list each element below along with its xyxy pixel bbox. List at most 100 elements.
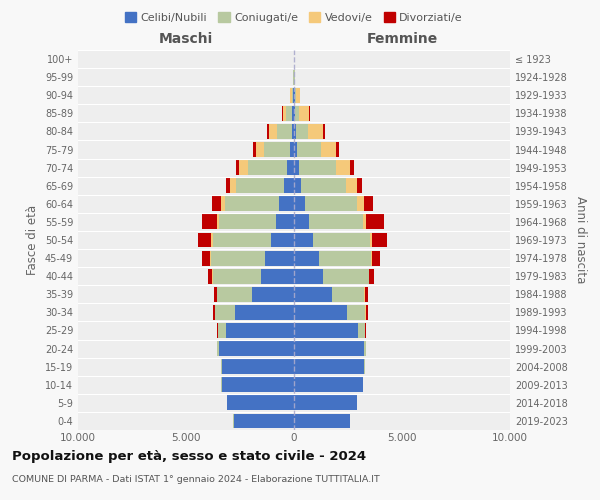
Bar xyxy=(365,287,368,302)
Bar xyxy=(220,214,275,230)
Bar xyxy=(292,106,294,121)
Bar xyxy=(235,305,294,320)
Bar xyxy=(253,142,256,157)
Bar xyxy=(217,323,218,338)
Bar xyxy=(221,359,294,374)
Bar xyxy=(294,414,350,428)
Bar xyxy=(294,106,295,121)
Bar xyxy=(294,396,356,410)
Bar xyxy=(236,178,284,193)
Bar xyxy=(218,323,226,338)
Bar xyxy=(367,214,383,230)
Bar xyxy=(290,142,294,157)
Y-axis label: Anni di nascita: Anni di nascita xyxy=(574,196,587,284)
Bar xyxy=(368,269,370,283)
Legend: Celibi/Nubili, Coniugati/e, Vedovi/e, Divorziati/e: Celibi/Nubili, Coniugati/e, Vedovi/e, Di… xyxy=(121,8,467,28)
Bar xyxy=(347,305,365,320)
Bar xyxy=(305,196,357,211)
Bar xyxy=(294,196,305,211)
Bar xyxy=(221,378,294,392)
Text: Popolazione per età, sesso e stato civile - 2024: Popolazione per età, sesso e stato civil… xyxy=(12,450,366,463)
Bar xyxy=(292,124,294,139)
Bar xyxy=(277,124,292,139)
Bar xyxy=(252,287,294,302)
Bar xyxy=(372,232,387,248)
Bar xyxy=(283,106,286,121)
Bar xyxy=(227,396,294,410)
Text: COMUNE DI PARMA - Dati ISTAT 1° gennaio 2024 - Elaborazione TUTTITALIA.IT: COMUNE DI PARMA - Dati ISTAT 1° gennaio … xyxy=(12,475,380,484)
Bar xyxy=(294,214,309,230)
Bar xyxy=(226,323,294,338)
Text: Maschi: Maschi xyxy=(159,32,213,46)
Bar xyxy=(239,160,248,175)
Bar xyxy=(294,124,296,139)
Bar xyxy=(309,214,363,230)
Bar xyxy=(233,414,294,428)
Bar xyxy=(294,160,299,175)
Bar xyxy=(290,88,292,102)
Bar xyxy=(202,250,210,266)
Bar xyxy=(264,142,290,157)
Bar xyxy=(358,323,365,338)
Bar xyxy=(217,341,220,356)
Bar xyxy=(292,88,293,102)
Bar xyxy=(346,178,357,193)
Bar xyxy=(296,124,308,139)
Bar xyxy=(213,232,271,248)
Bar xyxy=(213,305,215,320)
Bar xyxy=(335,142,339,157)
Bar xyxy=(226,178,230,193)
Bar xyxy=(295,106,299,121)
Bar xyxy=(313,232,370,248)
Bar xyxy=(256,142,264,157)
Bar xyxy=(217,287,252,302)
Bar xyxy=(335,160,350,175)
Bar xyxy=(230,178,236,193)
Bar xyxy=(284,178,294,193)
Bar xyxy=(323,124,325,139)
Bar xyxy=(363,214,367,230)
Bar xyxy=(214,287,217,302)
Bar xyxy=(370,269,374,283)
Bar xyxy=(294,341,364,356)
Bar xyxy=(226,196,280,211)
Bar xyxy=(372,250,380,266)
Bar xyxy=(210,250,211,266)
Bar xyxy=(208,269,212,283)
Bar xyxy=(294,142,297,157)
Bar xyxy=(297,142,320,157)
Bar xyxy=(294,250,319,266)
Bar xyxy=(294,88,295,102)
Bar xyxy=(212,196,221,211)
Bar xyxy=(265,250,294,266)
Bar xyxy=(267,124,269,139)
Bar xyxy=(221,196,226,211)
Bar xyxy=(364,341,366,356)
Bar xyxy=(319,250,371,266)
Bar xyxy=(296,88,299,102)
Bar xyxy=(364,196,373,211)
Bar xyxy=(286,106,292,121)
Bar xyxy=(275,214,294,230)
Bar xyxy=(295,88,296,102)
Bar xyxy=(308,124,323,139)
Bar xyxy=(294,359,364,374)
Bar xyxy=(320,142,335,157)
Bar xyxy=(357,196,364,211)
Bar xyxy=(248,160,287,175)
Bar xyxy=(299,160,335,175)
Bar xyxy=(220,341,294,356)
Bar xyxy=(370,232,372,248)
Bar xyxy=(357,178,362,193)
Bar xyxy=(287,160,294,175)
Bar xyxy=(294,378,363,392)
Bar xyxy=(323,269,368,283)
Bar xyxy=(294,232,313,248)
Bar xyxy=(271,232,294,248)
Bar xyxy=(211,232,213,248)
Bar xyxy=(281,106,283,121)
Bar xyxy=(294,323,358,338)
Bar xyxy=(332,287,364,302)
Y-axis label: Fasce di età: Fasce di età xyxy=(26,205,39,275)
Bar xyxy=(269,124,277,139)
